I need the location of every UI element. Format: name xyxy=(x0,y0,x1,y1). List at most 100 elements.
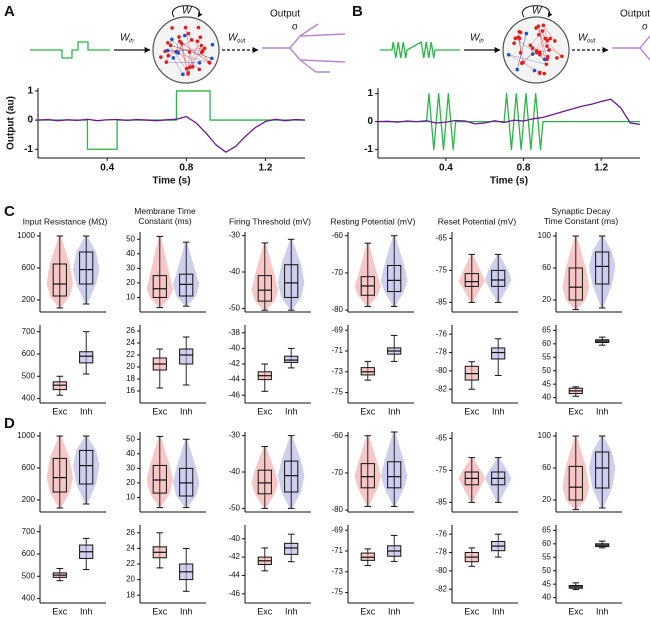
y-tick-label: 50 xyxy=(126,234,135,243)
y-tick-label: 700 xyxy=(22,527,36,536)
y-tick-label: 24 xyxy=(126,338,135,347)
neuron xyxy=(170,37,174,42)
neuron xyxy=(164,60,169,64)
y-tick-label: 0 xyxy=(27,115,33,126)
y-tick-label: 10 xyxy=(126,493,135,502)
y-tick-label: 18 xyxy=(126,374,135,383)
y-tick-label: 55 xyxy=(542,352,551,361)
y-tick-label: 600 xyxy=(22,349,36,358)
neuron xyxy=(186,72,190,76)
weight-sub: in xyxy=(479,39,484,45)
y-tick-label: 26 xyxy=(126,326,135,335)
y-tick-label: 1 xyxy=(367,88,373,99)
box xyxy=(464,273,479,287)
box xyxy=(284,355,299,363)
box xyxy=(568,465,583,501)
chart-title: Resting Potential (mV) xyxy=(330,216,415,226)
y-tick-label: 1000 xyxy=(17,431,35,440)
neuron xyxy=(560,54,564,59)
weight-label: W xyxy=(120,33,131,44)
y-tick-label: -44 xyxy=(228,571,240,580)
neuron xyxy=(190,65,195,69)
y-tick-label: 400 xyxy=(22,394,36,403)
box xyxy=(491,347,506,360)
neuron xyxy=(199,43,204,48)
connection xyxy=(538,34,563,57)
box xyxy=(595,451,610,489)
y-tick-label: 20 xyxy=(126,478,135,487)
neuron xyxy=(210,56,214,61)
y-tick-label: 50 xyxy=(542,366,551,375)
y-tick-label: -70 xyxy=(331,268,343,277)
y-tick-label: -80 xyxy=(435,366,447,375)
y-tick-label: -50 xyxy=(228,303,240,312)
y-tick-label: 60 xyxy=(542,339,551,348)
y-tick-label: -75 xyxy=(435,466,447,475)
connection xyxy=(519,38,521,53)
output-symbol: o xyxy=(642,22,648,33)
box xyxy=(52,457,67,493)
y-tick-label: 22 xyxy=(126,559,135,568)
x-tick-label: Exc xyxy=(52,406,68,416)
x-tick-label: Exc xyxy=(52,606,68,616)
y-tick-label: -73 xyxy=(331,367,343,376)
y-tick-label: -80 xyxy=(435,566,447,575)
x-tick-label: 1.2 xyxy=(258,163,272,174)
panel-label: C xyxy=(4,203,15,220)
y-tick-label: 45 xyxy=(542,379,551,388)
y-tick-label: -75 xyxy=(331,588,343,597)
y-tick-label: 20 xyxy=(126,278,135,287)
output-traces xyxy=(262,23,346,73)
box xyxy=(595,251,610,285)
y-tick-label: -71 xyxy=(331,346,343,355)
neuron xyxy=(198,35,203,40)
x-tick-label: 0.4 xyxy=(439,163,453,174)
y-tick-label: -78 xyxy=(435,348,447,357)
x-tick-label: Exc xyxy=(360,606,376,616)
y-tick-label: -85 xyxy=(435,498,447,507)
x-tick-label: Inh xyxy=(80,606,93,616)
neuron xyxy=(183,33,187,38)
y-tick-label: -42 xyxy=(228,359,240,368)
neuron xyxy=(210,42,215,47)
y-tick-label: -80 xyxy=(331,305,343,314)
neuron xyxy=(518,50,523,55)
neuron xyxy=(165,48,170,53)
neuron xyxy=(547,48,551,52)
connection xyxy=(187,45,202,75)
y-tick-label: -71 xyxy=(331,546,343,555)
weight-label: W xyxy=(578,33,589,44)
y-tick-label: -65 xyxy=(435,434,447,443)
y-tick-label: 1 xyxy=(27,86,33,97)
neuron xyxy=(506,52,511,57)
box xyxy=(79,449,94,485)
connection xyxy=(173,57,184,75)
y-tick-label: -40 xyxy=(228,534,240,543)
x-tick-label: 0.8 xyxy=(517,163,531,174)
y-tick-label: -82 xyxy=(435,384,447,393)
box xyxy=(387,264,402,293)
neuron xyxy=(196,25,201,30)
neuron xyxy=(516,35,521,39)
y-tick-label: -85 xyxy=(435,298,447,307)
y-tick-label: 20 xyxy=(126,575,135,584)
neuron xyxy=(537,71,542,76)
y-tick-label: -42 xyxy=(228,552,240,561)
neuron xyxy=(166,40,170,45)
y-tick-label: -70 xyxy=(331,468,343,477)
y-tick-label: 400 xyxy=(22,594,36,603)
neuron xyxy=(187,50,192,54)
weight-label: W xyxy=(228,33,239,44)
y-tick-label: 18 xyxy=(126,590,135,599)
box xyxy=(179,348,194,365)
y-tick-label: -40 xyxy=(228,467,240,476)
y-tick-label: 30 xyxy=(126,463,135,472)
x-tick-label: Exc xyxy=(568,406,584,416)
input-signal xyxy=(30,41,110,59)
output-traces xyxy=(612,35,650,61)
y-tick-label: 200 xyxy=(22,295,36,304)
line-series xyxy=(378,92,640,151)
neuron xyxy=(183,25,188,30)
output-label: Output xyxy=(270,9,300,20)
neuron xyxy=(512,41,516,46)
